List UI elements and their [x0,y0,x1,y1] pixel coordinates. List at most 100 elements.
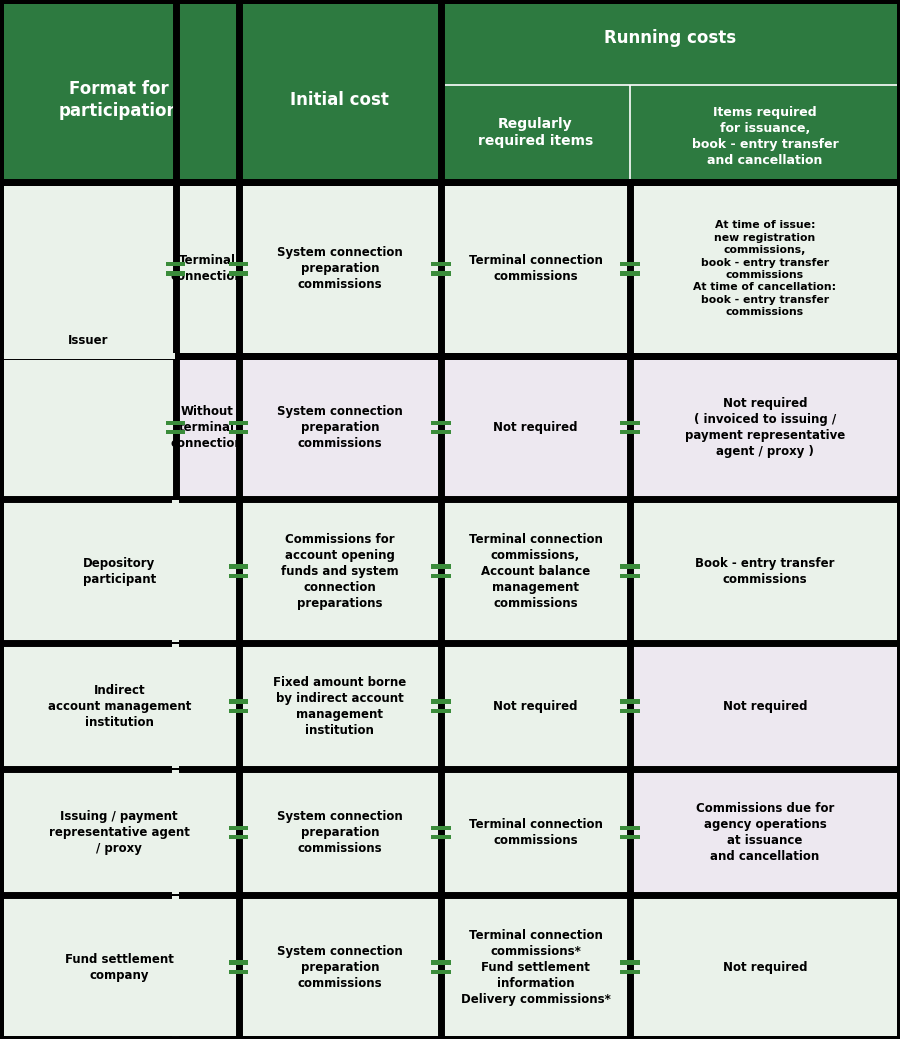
Bar [0,896,176,1039]
Bar [431,709,451,713]
Bar [431,969,451,974]
Text: Not required: Not required [493,699,578,713]
Bar [229,574,248,578]
Bar [238,643,441,769]
Bar [431,271,451,275]
Text: Regularly
required items: Regularly required items [478,117,593,149]
Bar [176,356,238,500]
Bar [238,500,441,643]
Bar [630,643,900,769]
Text: System connection
preparation
commissions: System connection preparation commission… [277,405,402,450]
Bar [0,0,900,182]
Bar [172,897,179,1038]
Bar [630,500,900,643]
Bar [620,826,640,830]
Bar [620,271,640,275]
Text: Indirect
account management
institution: Indirect account management institution [48,684,191,728]
Bar [176,182,238,356]
Bar [172,501,179,642]
Bar [620,969,640,974]
Bar [229,969,248,974]
Bar [441,769,630,896]
Bar [0,643,176,769]
Bar [431,564,451,568]
Text: Commissions for
account opening
funds and system
connection
preparations: Commissions for account opening funds an… [281,533,399,610]
Bar [431,574,451,578]
Bar [441,182,630,356]
Bar [431,430,451,434]
Bar [229,564,248,568]
Bar [630,896,900,1039]
Text: Not required: Not required [493,421,578,434]
Text: Not required: Not required [723,699,807,713]
Text: System connection
preparation
commissions: System connection preparation commission… [277,246,402,291]
Bar [0,182,176,356]
Text: Initial cost: Initial cost [291,91,389,109]
Bar [431,835,451,840]
Text: Book - entry transfer
commissions: Book - entry transfer commissions [695,557,835,586]
Bar [0,500,176,643]
Text: Not required
( invoiced to issuing /
payment representative
agent / proxy ): Not required ( invoiced to issuing / pay… [685,397,845,458]
Bar [1,353,175,359]
Text: Fund settlement
company: Fund settlement company [65,953,174,982]
Bar [431,826,451,830]
Bar [229,699,248,703]
Text: Format for
participation: Format for participation [59,80,179,121]
Bar [166,271,185,275]
Text: Terminal connection
commissions: Terminal connection commissions [469,818,602,847]
Bar [620,709,640,713]
Text: Terminal connection
commissions: Terminal connection commissions [469,255,602,284]
Bar [238,182,441,356]
Text: System connection
preparation
commissions: System connection preparation commission… [277,809,402,855]
Bar [620,262,640,266]
Bar [0,0,900,182]
Text: Terminal connection
commissions*
Fund settlement
information
Delivery commission: Terminal connection commissions* Fund se… [461,929,610,1006]
Text: At time of issue:
new registration
commissions,
book - entry transfer
commission: At time of issue: new registration commi… [693,220,837,317]
Bar [238,356,441,500]
Text: Terminal connection
commissions,
Account balance
management
commissions: Terminal connection commissions, Account… [469,533,602,610]
Bar [0,182,900,1039]
Bar [620,564,640,568]
Bar [620,574,640,578]
Text: Commissions due for
agency operations
at issuance
and cancellation: Commissions due for agency operations at… [696,802,834,862]
Bar [229,271,248,275]
Bar [229,421,248,425]
Bar [238,769,441,896]
Bar [441,643,630,769]
Text: Issuer: Issuer [68,335,108,347]
Bar [431,262,451,266]
Text: Without
terminal
connection: Without terminal connection [171,405,243,450]
Bar [431,699,451,703]
Bar [166,421,185,425]
Bar [441,356,630,500]
Bar [620,835,640,840]
Text: Not required: Not required [723,961,807,974]
Bar [166,430,185,434]
Text: System connection
preparation
commissions: System connection preparation commission… [277,944,402,990]
Bar [620,960,640,964]
Bar [176,500,238,643]
Bar [229,709,248,713]
Bar [176,769,238,896]
Text: Terminal
connection: Terminal connection [171,255,243,284]
Bar [176,896,238,1039]
Bar [229,430,248,434]
Bar [166,262,185,266]
Bar [176,643,238,769]
Bar [0,0,900,182]
Bar [431,421,451,425]
Text: Running costs: Running costs [605,29,736,47]
Bar [620,430,640,434]
Text: Fixed amount borne
by indirect account
management
institution: Fixed amount borne by indirect account m… [273,675,407,737]
Bar [172,770,179,895]
Bar [229,835,248,840]
Bar [431,960,451,964]
Bar [229,262,248,266]
Bar [630,356,900,500]
Text: Items required
for issuance,
book - entry transfer
and cancellation: Items required for issuance, book - entr… [691,106,839,167]
Bar [620,421,640,425]
Bar [630,182,900,356]
Text: Issuing / payment
representative agent
/ proxy: Issuing / payment representative agent /… [49,809,190,855]
Bar [441,896,630,1039]
Bar [229,960,248,964]
